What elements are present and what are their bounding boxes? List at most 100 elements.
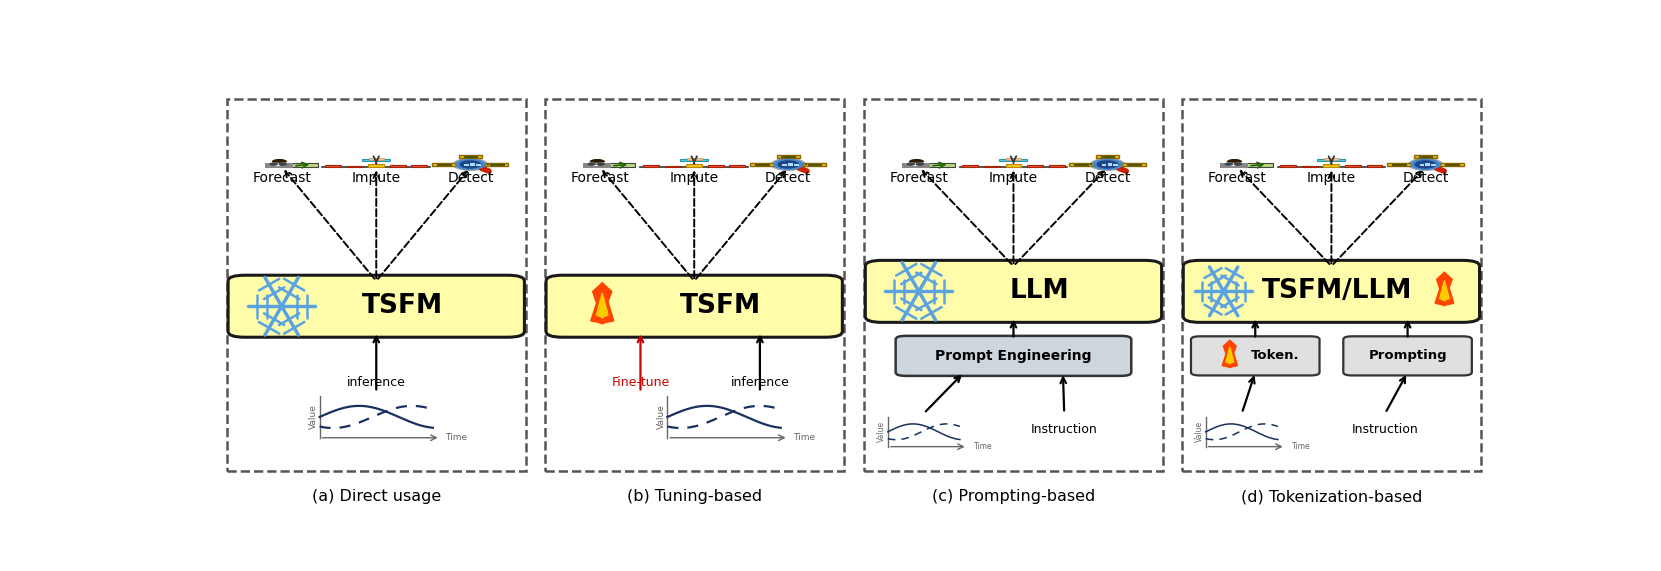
Text: Impute: Impute [669, 171, 719, 185]
FancyBboxPatch shape [458, 155, 482, 158]
FancyBboxPatch shape [864, 99, 1163, 471]
FancyBboxPatch shape [895, 336, 1131, 376]
FancyBboxPatch shape [228, 99, 525, 471]
Text: Time: Time [792, 433, 816, 442]
FancyBboxPatch shape [1183, 260, 1480, 323]
FancyBboxPatch shape [1221, 163, 1249, 167]
Ellipse shape [596, 163, 605, 165]
FancyBboxPatch shape [1007, 158, 1022, 160]
Text: Forecast: Forecast [890, 171, 948, 185]
Ellipse shape [590, 163, 595, 164]
Text: TSFM: TSFM [679, 293, 761, 319]
Circle shape [453, 159, 487, 170]
Polygon shape [1222, 340, 1237, 368]
FancyBboxPatch shape [729, 165, 746, 167]
FancyBboxPatch shape [902, 163, 930, 167]
FancyBboxPatch shape [465, 164, 468, 166]
Wedge shape [910, 160, 924, 162]
FancyBboxPatch shape [362, 159, 390, 161]
FancyBboxPatch shape [789, 163, 792, 166]
FancyBboxPatch shape [546, 275, 842, 337]
FancyBboxPatch shape [1324, 158, 1339, 160]
FancyBboxPatch shape [545, 99, 844, 471]
FancyBboxPatch shape [1070, 163, 1093, 166]
Ellipse shape [598, 163, 603, 164]
Circle shape [1409, 159, 1442, 170]
FancyBboxPatch shape [1113, 164, 1118, 166]
FancyBboxPatch shape [925, 163, 955, 167]
FancyBboxPatch shape [1345, 166, 1360, 167]
Polygon shape [598, 164, 603, 166]
Polygon shape [917, 164, 922, 166]
Text: Time: Time [445, 433, 467, 442]
FancyBboxPatch shape [1231, 163, 1239, 166]
Text: Forecast: Forecast [1208, 171, 1267, 185]
FancyBboxPatch shape [686, 164, 703, 167]
FancyBboxPatch shape [1026, 166, 1043, 167]
FancyBboxPatch shape [1101, 164, 1106, 166]
FancyBboxPatch shape [1000, 159, 1028, 161]
Text: Detect: Detect [766, 171, 812, 185]
FancyBboxPatch shape [266, 163, 292, 167]
Circle shape [777, 161, 799, 168]
Ellipse shape [917, 163, 924, 165]
FancyBboxPatch shape [1414, 155, 1437, 158]
FancyBboxPatch shape [326, 165, 341, 167]
FancyBboxPatch shape [390, 166, 405, 167]
Text: Detect: Detect [447, 171, 493, 185]
FancyBboxPatch shape [228, 275, 525, 337]
Text: LLM: LLM [1010, 278, 1070, 304]
Circle shape [771, 159, 806, 170]
Text: Value: Value [877, 421, 885, 443]
FancyBboxPatch shape [1096, 155, 1120, 158]
FancyBboxPatch shape [1302, 166, 1317, 167]
Ellipse shape [1226, 163, 1231, 164]
FancyBboxPatch shape [1123, 163, 1146, 166]
Text: TSFM: TSFM [362, 293, 443, 319]
Polygon shape [1226, 347, 1234, 364]
Text: Prompt Engineering: Prompt Engineering [935, 349, 1091, 363]
FancyBboxPatch shape [751, 163, 774, 166]
Polygon shape [1236, 164, 1239, 166]
Text: (a) Direct usage: (a) Direct usage [312, 489, 440, 504]
Circle shape [1412, 159, 1440, 170]
FancyBboxPatch shape [983, 166, 1000, 167]
FancyBboxPatch shape [583, 163, 611, 167]
Polygon shape [281, 164, 284, 166]
Text: TSFM/LLM: TSFM/LLM [1261, 278, 1412, 304]
Text: Value: Value [309, 404, 317, 429]
Text: Instruction: Instruction [1352, 423, 1418, 436]
Wedge shape [590, 160, 605, 162]
Ellipse shape [1234, 163, 1242, 165]
FancyBboxPatch shape [1191, 336, 1319, 376]
Text: Value: Value [656, 404, 666, 429]
Ellipse shape [910, 160, 924, 165]
Text: Forecast: Forecast [252, 171, 312, 185]
Text: Impute: Impute [1307, 171, 1355, 185]
FancyBboxPatch shape [1344, 336, 1472, 376]
Wedge shape [272, 160, 286, 162]
FancyBboxPatch shape [1420, 164, 1423, 166]
FancyBboxPatch shape [912, 163, 920, 166]
FancyBboxPatch shape [1440, 163, 1463, 166]
Text: Time: Time [1292, 442, 1311, 451]
FancyBboxPatch shape [369, 164, 384, 167]
Polygon shape [1435, 272, 1453, 305]
Text: Impute: Impute [988, 171, 1038, 185]
FancyBboxPatch shape [686, 158, 703, 160]
Circle shape [1415, 161, 1435, 168]
FancyBboxPatch shape [643, 165, 659, 167]
Ellipse shape [271, 163, 277, 165]
Ellipse shape [272, 160, 286, 165]
FancyBboxPatch shape [1005, 164, 1022, 167]
Ellipse shape [907, 163, 915, 165]
FancyBboxPatch shape [287, 163, 317, 167]
FancyBboxPatch shape [802, 163, 826, 166]
FancyBboxPatch shape [681, 159, 708, 161]
Ellipse shape [1227, 160, 1241, 165]
FancyBboxPatch shape [865, 260, 1161, 323]
FancyBboxPatch shape [1425, 163, 1430, 166]
Polygon shape [596, 293, 608, 318]
FancyBboxPatch shape [477, 164, 480, 166]
Circle shape [455, 159, 485, 170]
